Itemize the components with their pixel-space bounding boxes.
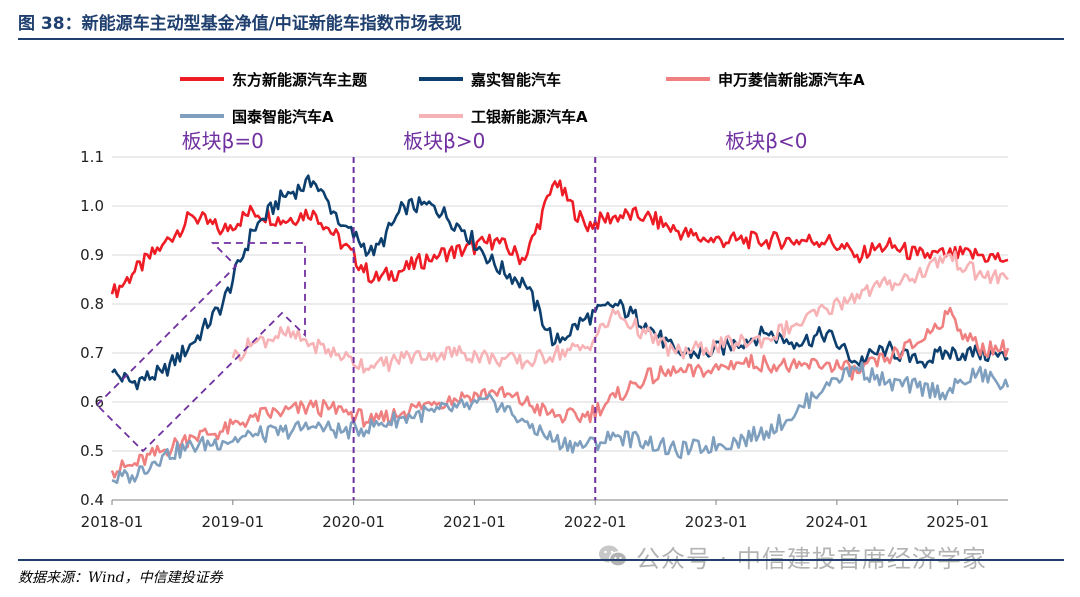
period-label: 板块β=0 <box>182 129 264 153</box>
legend-label: 嘉实智能汽车 <box>470 71 561 89</box>
legend-label: 国泰智能汽车A <box>232 108 334 126</box>
period-label: 板块β>0 <box>403 129 485 153</box>
y-tick-label: 0.6 <box>80 393 104 411</box>
y-tick-label: 0.7 <box>80 344 104 362</box>
title-bar: 图 38：新能源车主动型基金净值/中证新能车指数市场表现 <box>18 6 1064 40</box>
source-divider <box>18 559 1064 561</box>
x-tick-label: 2023-01 <box>685 513 748 531</box>
x-tick-label: 2021-01 <box>443 513 506 531</box>
series-line-1 <box>110 179 1009 299</box>
period-label: 板块β<0 <box>725 129 807 153</box>
source-note: 数据来源：Wind，中信建投证券 <box>18 570 223 586</box>
x-tick-label: 2025-01 <box>926 513 989 531</box>
x-tick-label: 2022-01 <box>564 513 627 531</box>
figure-title: 图 38：新能源车主动型基金净值/中证新能车指数市场表现 <box>18 14 462 34</box>
x-tick-label: 2020-01 <box>322 513 385 531</box>
legend-label: 工银新能源汽车A <box>471 108 588 126</box>
series-line-2 <box>111 174 1009 391</box>
y-tick-label: 1.1 <box>80 148 104 166</box>
y-tick-label: 0.5 <box>80 442 104 460</box>
series-line-5 <box>231 250 1009 374</box>
series-line-3 <box>110 306 1010 479</box>
y-tick-label: 0.8 <box>80 295 104 313</box>
y-tick-label: 1.0 <box>80 197 104 215</box>
legend-label: 申万菱信新能源汽车A <box>718 71 865 89</box>
watermark-text: 公众号 · 中信建投首席经济学家 <box>636 544 987 573</box>
legend-label: 东方新能源汽车主题 <box>232 71 368 89</box>
watermark: 公众号 · 中信建投首席经济学家 <box>598 538 1058 574</box>
series-line-4 <box>111 361 1010 484</box>
x-tick-label: 2019-01 <box>201 513 264 531</box>
trend-arrow-annotation <box>95 242 306 453</box>
y-tick-label: 0.4 <box>80 491 104 509</box>
y-tick-label: 0.9 <box>80 246 104 264</box>
wechat-icon <box>599 545 628 567</box>
x-tick-label: 2018-01 <box>81 513 144 531</box>
x-tick-label: 2024-01 <box>806 513 869 531</box>
